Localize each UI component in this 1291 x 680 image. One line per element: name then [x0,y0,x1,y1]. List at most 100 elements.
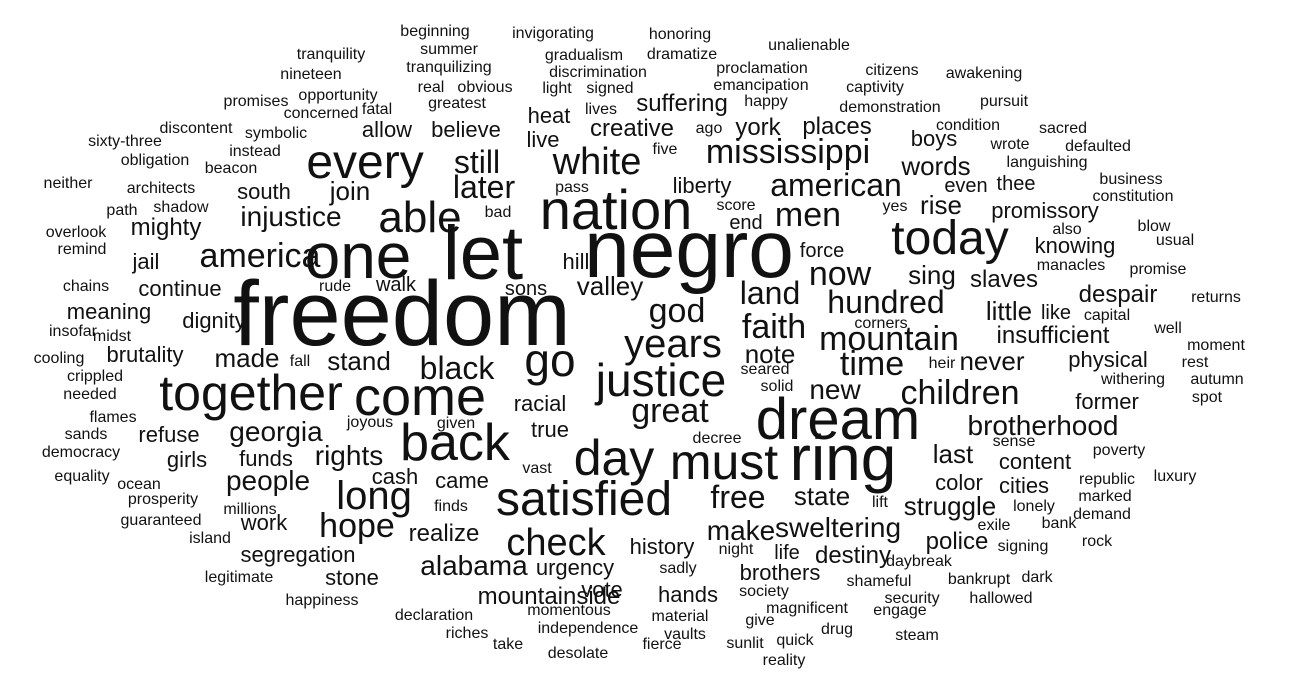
cloud-word: riches [445,625,489,642]
cloud-word: long [336,474,412,518]
cloud-word: insofar [48,323,98,340]
cloud-word: urgency [535,555,615,580]
cloud-word: engage [873,602,927,619]
cloud-word: returns [1191,289,1241,306]
cloud-word: little [985,296,1033,326]
cloud-word: content [998,449,1072,474]
cloud-word: midst [92,328,132,345]
cloud-word: meaning [66,299,152,324]
cloud-word: mighty [130,214,202,241]
cloud-word: society [739,583,789,600]
cloud-word: one [304,220,412,292]
cloud-word: sons [504,278,548,300]
cloud-word: moment [1187,337,1245,354]
cloud-word: believe [431,117,501,142]
cloud-word: given [436,415,476,432]
cloud-word: sunlit [726,635,764,652]
cloud-word: south [237,179,291,204]
cloud-word: sixty-three [88,133,162,150]
cloud-word: usual [1155,232,1195,249]
cloud-word: mountainside [477,583,621,610]
cloud-word: heir [928,355,956,372]
cloud-word: mountain [819,320,959,358]
cloud-word: wrote [990,136,1030,153]
cloud-word: decree [692,430,742,447]
cloud-word: sweltering [774,512,902,543]
cloud-word: continue [138,276,222,301]
cloud-word: back [400,414,510,472]
cloud-word: light [542,80,572,97]
cloud-word: justice [595,354,727,406]
cloud-word: republic [1078,471,1136,488]
cloud-word: sacred [1038,120,1088,137]
cloud-word: force [799,240,845,262]
cloud-word: cities [998,473,1050,498]
cloud-word: funds [239,446,293,471]
cloud-word: men [774,196,842,234]
cloud-word: suffering [636,90,728,117]
cloud-word: negro [584,204,794,295]
cloud-word: finds [434,498,468,515]
cloud-word: proclamation [716,60,808,77]
cloud-word: refuse [138,422,200,447]
cloud-word: defaulted [1065,138,1131,155]
cloud-word: guaranteed [120,512,202,529]
cloud-word: insufficient [996,322,1110,349]
cloud-word: five [652,141,678,158]
cloud-word: gradualism [544,47,624,64]
cloud-word: destiny [814,542,892,569]
cloud-word: fatal [361,101,393,118]
cloud-word: segregation [240,542,356,567]
cloud-word: allow [361,117,413,142]
cloud-word: magnificent [766,600,848,617]
cloud-word: thee [996,173,1036,195]
cloud-word: realize [408,520,480,547]
cloud-word: bad [484,204,512,221]
cloud-word: lives [584,101,618,118]
cloud-word: years [624,322,722,366]
cloud-word: discontent [159,120,233,137]
cloud-word: rest [1181,354,1209,371]
cloud-word: material [651,608,709,625]
cloud-word: tranquilizing [406,59,492,76]
cloud-word: demand [1073,506,1131,523]
cloud-word: night [718,541,754,558]
cloud-word: instead [229,143,281,160]
cloud-word: emancipation [713,77,809,94]
cloud-word: remind [57,241,107,258]
cloud-word: symbolic [244,125,308,142]
cloud-word: bank [1041,515,1077,532]
cloud-word: happiness [285,592,359,609]
cloud-word: dignity [182,308,246,333]
cloud-word: mississippi [705,133,871,171]
cloud-word: liberty [672,173,732,198]
cloud-word: now [808,255,872,293]
cloud-word: walk [375,274,417,296]
cloud-word: never [959,346,1025,376]
cloud-word: discrimination [549,64,647,81]
cloud-word: struggle [903,491,997,521]
cloud-word: obligation [120,152,190,169]
cloud-word: also [1052,221,1082,238]
cloud-word: poverty [1092,442,1146,459]
cloud-word: steam [895,627,939,644]
cloud-word: demonstration [839,99,941,116]
cloud-word: alabama [420,550,528,581]
cloud-word: concerned [283,105,359,122]
cloud-word: blow [1137,218,1171,235]
cloud-word: flames [89,409,137,426]
cloud-word: time [839,345,905,383]
cloud-word: rise [920,190,962,220]
cloud-word: opportunity [298,87,378,104]
cloud-word: prosperity [127,491,199,508]
cloud-word: beacon [204,160,258,177]
cloud-word: injustice [240,201,342,232]
cloud-word: yes [882,198,908,215]
cloud-word: promise [1129,261,1187,278]
cloud-word: declaration [394,607,474,624]
cloud-word: stone [325,565,379,590]
cloud-word: fall [289,353,311,370]
cloud-word: bankrupt [947,571,1011,588]
cloud-word: creative [589,115,675,142]
